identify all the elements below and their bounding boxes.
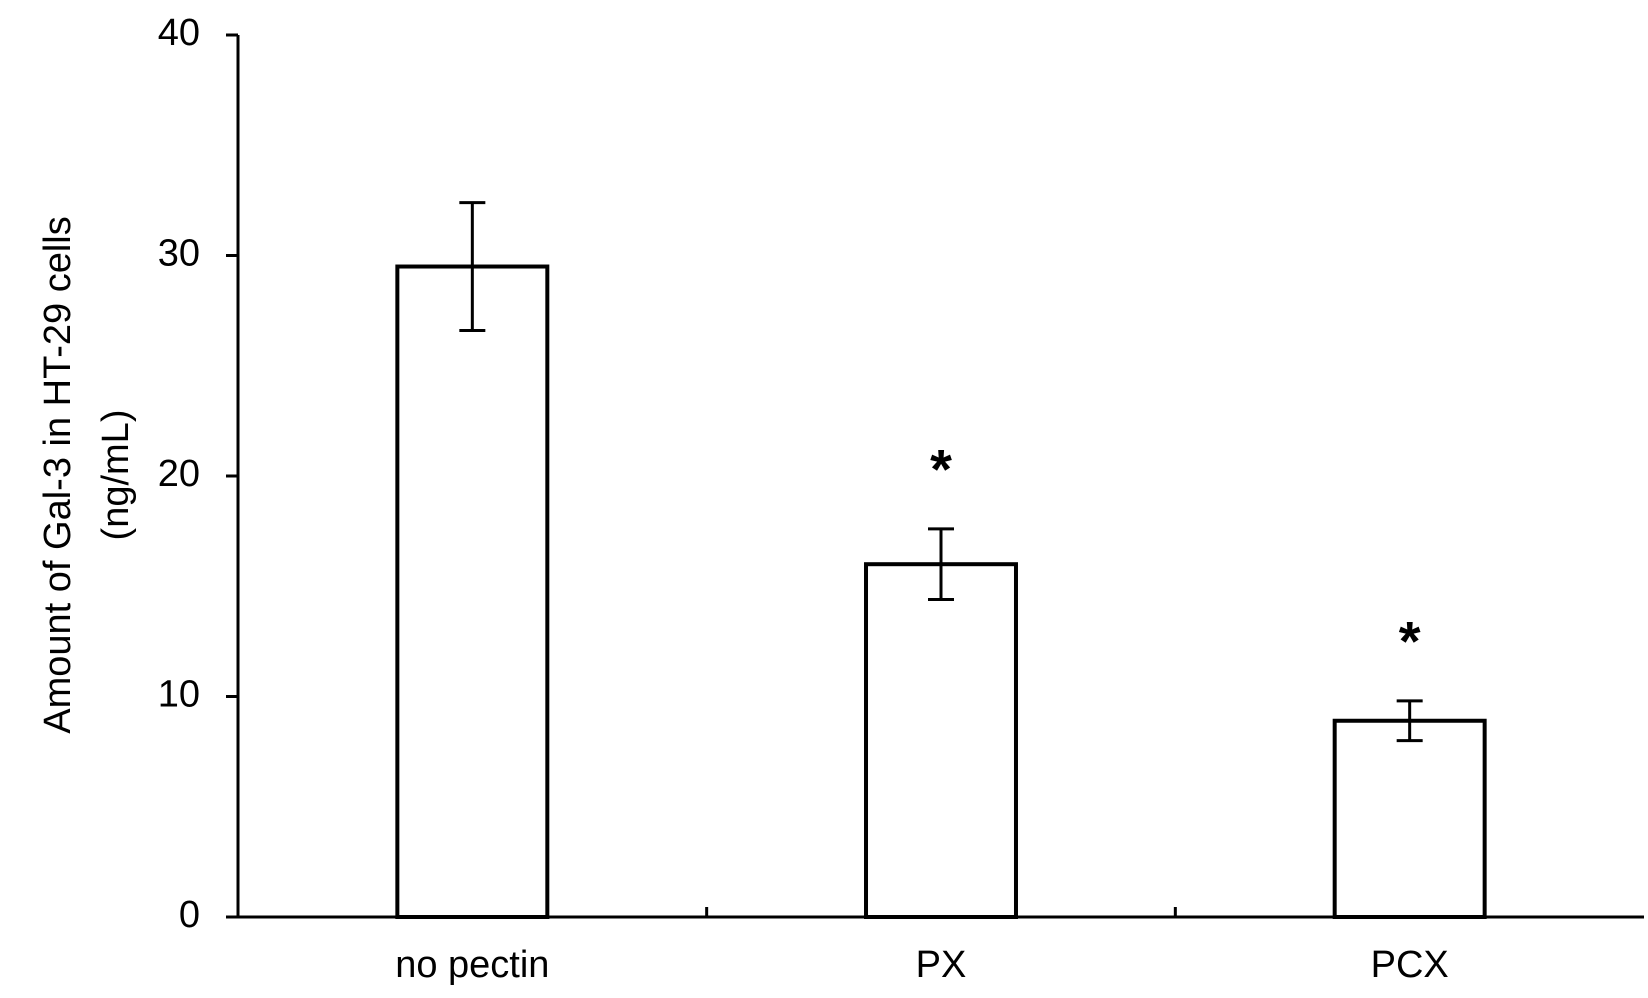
significance-marker: * bbox=[1399, 610, 1421, 673]
y-axis-label: Amount of Gal-3 in HT-29 cells bbox=[37, 216, 79, 733]
bar bbox=[864, 562, 1018, 919]
x-tick-label: PCX bbox=[1371, 944, 1449, 986]
x-tick-label: no pectin bbox=[395, 944, 549, 986]
y-tick-label: 20 bbox=[158, 453, 200, 495]
y-tick-label: 30 bbox=[158, 233, 200, 275]
error-bar bbox=[1396, 699, 1423, 743]
y-tick-label: 40 bbox=[158, 12, 200, 54]
y-tick-label: 10 bbox=[158, 674, 200, 716]
bar bbox=[1332, 718, 1487, 919]
bar bbox=[395, 264, 550, 919]
error-bar bbox=[459, 201, 486, 332]
error-bar bbox=[928, 527, 954, 601]
y-tick-label: 0 bbox=[179, 894, 200, 936]
y-axis-label: (ng/mL) bbox=[95, 410, 137, 541]
x-tick-label: PX bbox=[916, 944, 967, 986]
significance-marker: * bbox=[930, 438, 952, 501]
